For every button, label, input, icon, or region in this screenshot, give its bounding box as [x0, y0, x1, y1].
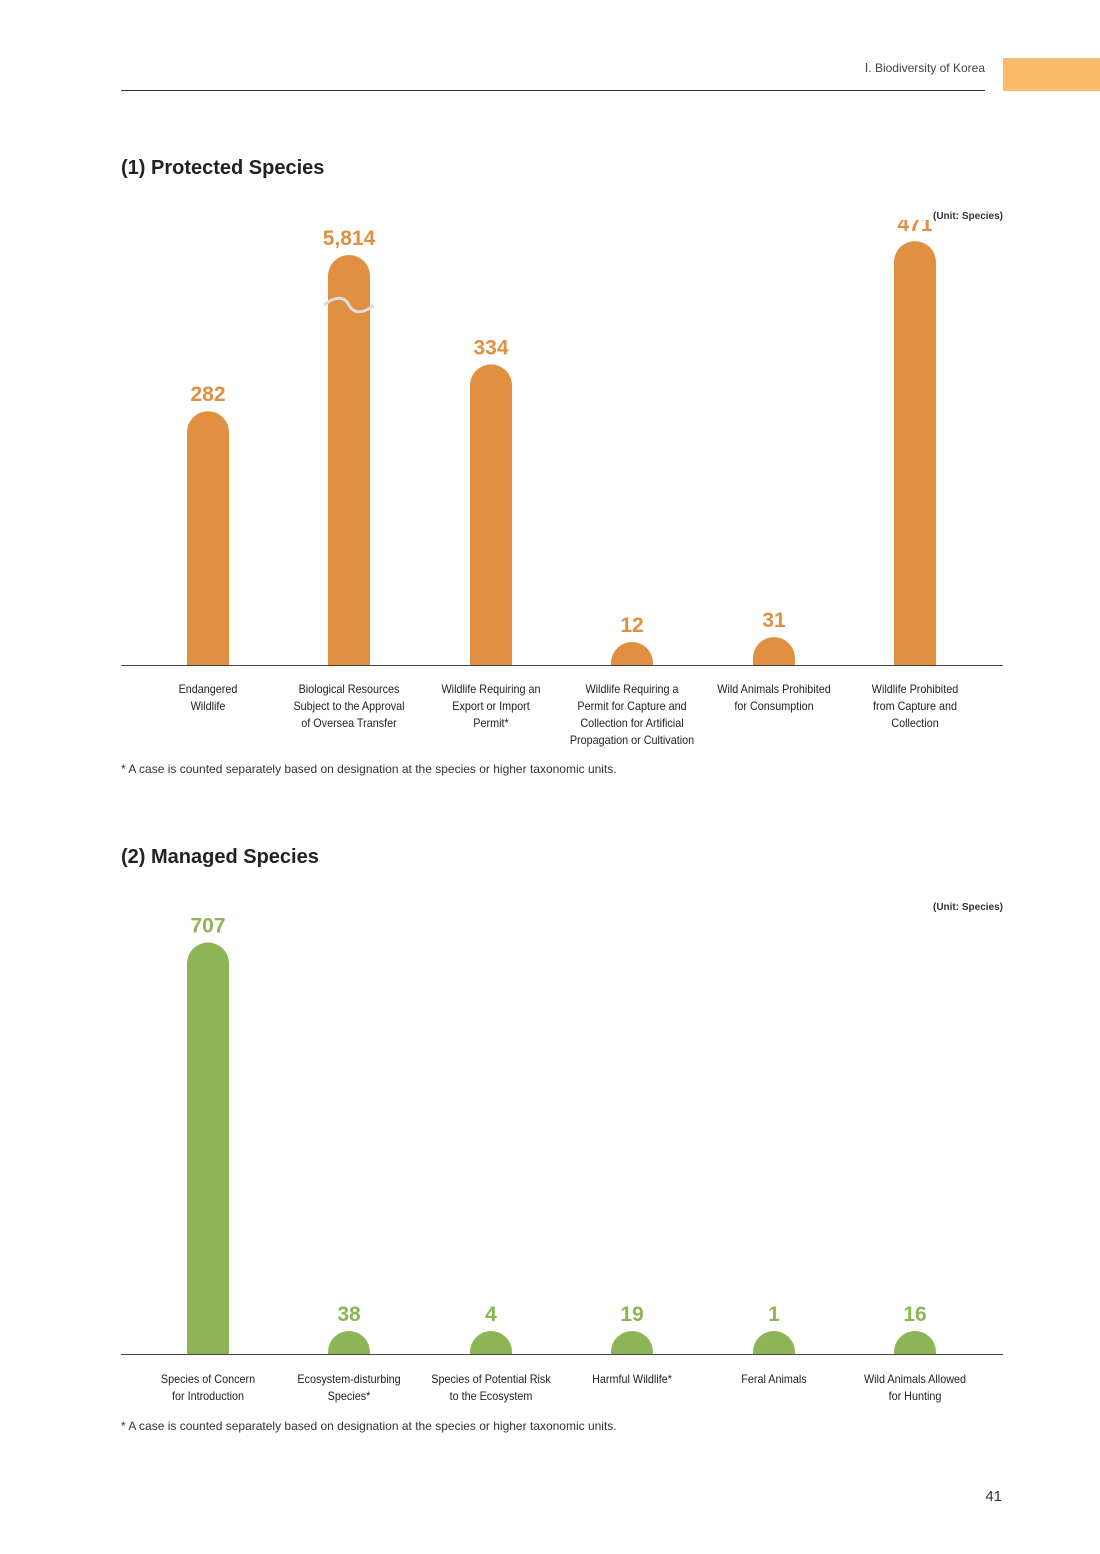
chart1-unit: (Unit: Species)	[932, 211, 1003, 222]
managed-species-chart: 707 38 4 19 1 16 Species of Concern for Introd…	[121, 905, 1003, 1415]
category-label: Feral Animals	[741, 1372, 807, 1386]
bar-wildlife-prohibited	[894, 241, 936, 665]
bar-endangered	[187, 411, 229, 665]
value-label: 282	[190, 383, 225, 406]
chart1-title: (1) Protected Species	[121, 157, 325, 179]
value-label: 471	[897, 220, 932, 236]
value-label: 19	[620, 1303, 643, 1326]
value-label: 12	[620, 614, 643, 637]
value-label: 16	[903, 1303, 926, 1326]
managed-species-categories: Species of Concern for Introduction Ecosys…	[121, 1371, 1003, 1451]
category-label: Ecosystem-disturbing Species*	[297, 1372, 401, 1403]
value-label: 707	[190, 915, 225, 938]
category-label: Biological Resources Subject to the Appro…	[293, 682, 405, 730]
header-rule	[121, 90, 985, 91]
category-label: Wildlife Requiring a Permit for Capture a…	[569, 682, 695, 747]
bar-species-of-potential-risk	[470, 1331, 512, 1354]
value-label: 5,814	[323, 227, 376, 250]
running-header: Ⅰ. Biodiversity of Korea	[864, 61, 985, 75]
category-label: Wildlife Prohibited from Capture and Colle…	[871, 682, 959, 730]
value-label: 334	[473, 336, 508, 359]
value-label: 4	[485, 1303, 497, 1326]
category-label: Harmful Wildlife*	[592, 1372, 672, 1386]
chart2-unit: (Unit: Species)	[932, 902, 1003, 913]
category-label: Wild Animals Allowed for Hunting	[863, 1372, 967, 1403]
category-label: Wild Animals Prohibited for Consumption	[717, 682, 831, 713]
value-label: 1	[768, 1303, 780, 1326]
chart1-footnote: * A case is counted separately based on …	[121, 762, 617, 776]
category-label: Wildlife Requiring an Export or Import Per…	[441, 682, 541, 730]
value-label: 31	[762, 609, 786, 632]
header-color-tab	[1003, 58, 1100, 91]
chart2-title: (2) Managed Species	[121, 846, 319, 868]
managed-species-plot: 707 38 4 19 1 16	[121, 915, 1003, 1355]
axis-break-mark	[323, 296, 375, 314]
protected-species-categories: Endangered Wildlife Biological Resources Su…	[121, 681, 1003, 761]
bar-wildlife-requiring-an	[470, 364, 512, 665]
category-label: Species of Potential Risk to the Ecosyste…	[431, 1372, 551, 1403]
protected-species-chart: 282 5,814 334 12 31 471 Endangered Wildlife Bio…	[121, 220, 1003, 760]
bar-wild-animals-prohibited	[753, 637, 795, 665]
protected-species-plot: 282 5,814 334 12 31 471	[121, 220, 1003, 666]
bar-harmful-wildlife	[611, 1331, 653, 1354]
value-label: 38	[337, 1303, 361, 1326]
bar-biological-resources	[328, 255, 370, 665]
bar-species-of-concern	[187, 942, 229, 1354]
page-number: 41	[985, 1488, 1002, 1505]
bar-wild-animals-allowed	[894, 1331, 936, 1354]
bar-wildlife-requiring-a	[611, 642, 653, 665]
category-label: Endangered Wildlife	[178, 682, 238, 713]
chart2-footnote: * A case is counted separately based on …	[121, 1419, 617, 1433]
category-label: Species of Concern for Introduction	[160, 1372, 256, 1403]
bar-ecosystem-disturbing	[328, 1331, 370, 1354]
bar-feral-animals	[753, 1331, 795, 1354]
